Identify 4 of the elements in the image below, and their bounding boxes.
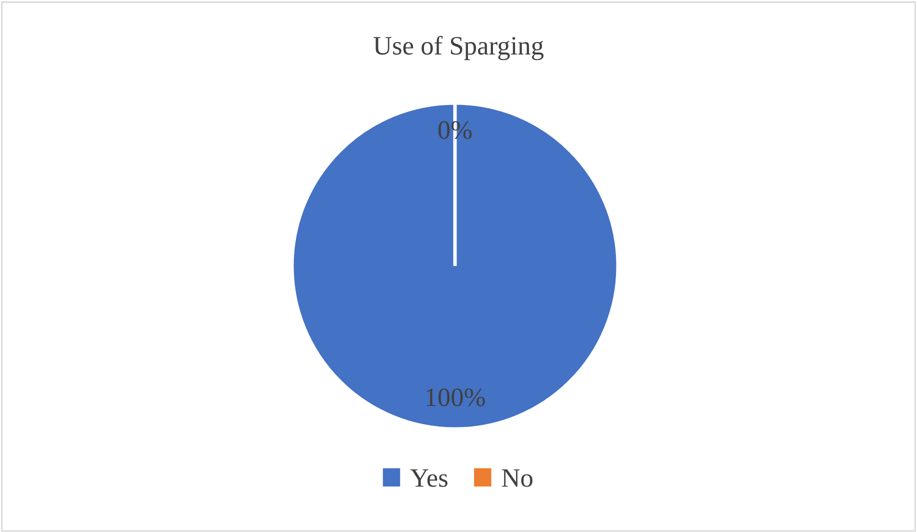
data-label: 100%: [426, 388, 485, 406]
legend-label: No: [502, 469, 532, 487]
legend-label: Yes: [410, 469, 448, 487]
chart-title: Use of Sparging: [374, 36, 544, 60]
